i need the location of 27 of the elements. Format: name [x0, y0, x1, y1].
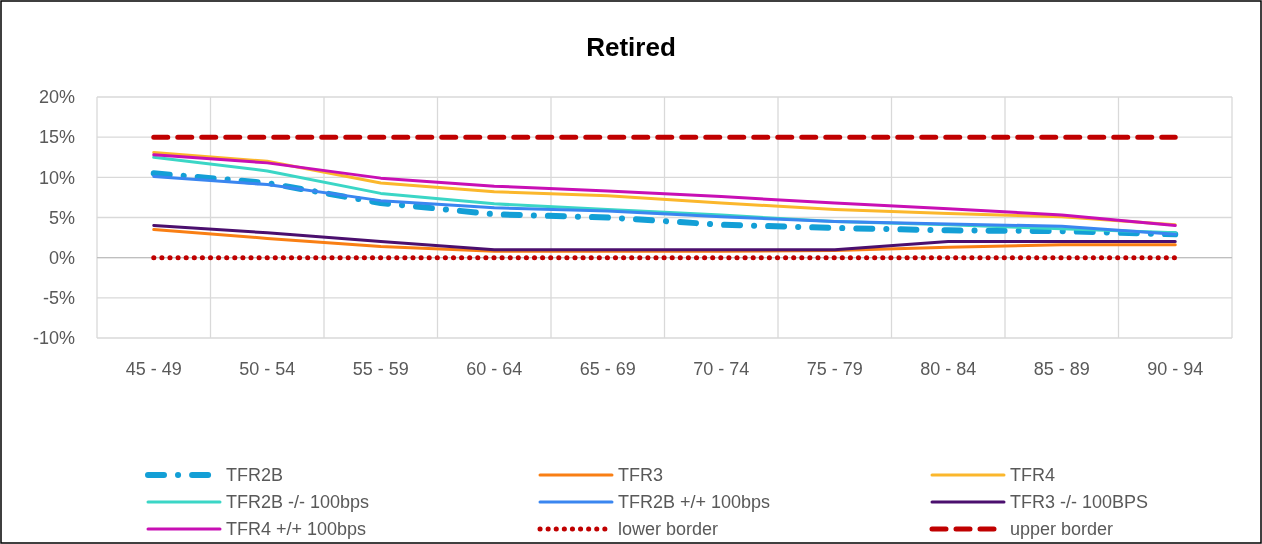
x-tick-label: 80 - 84	[920, 359, 977, 379]
y-tick-label: 5%	[48, 207, 75, 228]
legend-label: TFR4 +/+ 100bps	[226, 519, 367, 540]
x-tick-label: 45 - 49	[125, 359, 182, 379]
legend-label: TFR3 -/- 100BPS	[1010, 492, 1149, 513]
x-tick-label: 75 - 79	[806, 359, 863, 379]
legend-label: TFR2B -/- 100bps	[226, 492, 370, 513]
x-tick-label: 90 - 94	[1147, 359, 1204, 379]
y-tick-label: -5%	[42, 288, 75, 309]
legend-label: TFR2B	[226, 465, 284, 486]
legend-label: TFR3	[618, 465, 663, 486]
x-tick-label: 55 - 59	[352, 359, 409, 379]
x-tick-label: 60 - 64	[466, 359, 523, 379]
legend-label: TFR4	[1010, 465, 1055, 486]
y-tick-label: 20%	[38, 87, 75, 108]
y-tick-label: 0%	[48, 247, 75, 268]
legend-label: upper border	[1010, 519, 1114, 540]
y-tick-label: 15%	[38, 127, 75, 148]
legend-label: TFR2B +/+ 100bps	[618, 492, 771, 513]
x-tick-label: 70 - 74	[693, 359, 750, 379]
y-tick-label: 10%	[38, 167, 75, 188]
chart-title: Retired	[586, 32, 676, 62]
x-tick-label: 85 - 89	[1033, 359, 1090, 379]
legend-label: lower border	[618, 519, 719, 540]
x-tick-label: 65 - 69	[579, 359, 636, 379]
y-tick-label: -10%	[32, 328, 75, 349]
x-tick-label: 50 - 54	[239, 359, 296, 379]
